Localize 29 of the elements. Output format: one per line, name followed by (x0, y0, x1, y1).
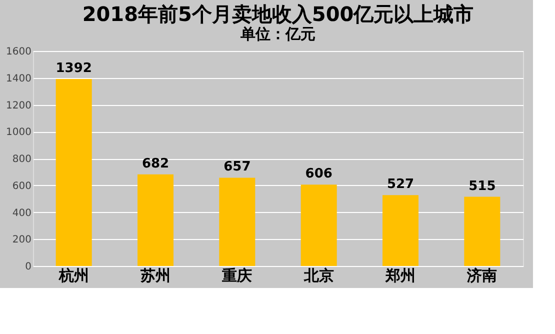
bar (464, 196, 500, 266)
y-tick-label: 1000 (6, 127, 32, 138)
x-tick-label: 郑州 (384, 266, 416, 284)
y-tick-label: 1400 (6, 73, 32, 84)
y-tick-label: 200 (12, 234, 32, 246)
x-tick-label: 杭州 (58, 266, 89, 284)
data-label: 657 (224, 160, 251, 175)
bar (138, 174, 174, 266)
bar (56, 78, 92, 266)
data-label: 515 (468, 178, 496, 194)
y-tick-label: 1600 (6, 46, 32, 58)
y-tick-label: 800 (12, 154, 32, 165)
chart-title: 2018年前5个月卖地收入500亿元以上城市 (82, 2, 474, 26)
y-tick-label: 600 (12, 180, 32, 192)
x-tick-label: 北京 (302, 266, 334, 284)
y-tick-label: 0 (25, 262, 32, 272)
data-label: 606 (305, 166, 332, 182)
data-label: 682 (142, 156, 170, 172)
bar (219, 178, 256, 266)
chart-subtitle: 单位：亿元 (240, 25, 316, 43)
x-tick-label: 苏州 (140, 266, 170, 284)
bar (300, 184, 337, 266)
x-tick-label: 重庆 (221, 266, 252, 284)
y-tick-label: 400 (12, 208, 32, 219)
data-label: 1392 (56, 60, 92, 76)
x-tick-label: 济南 (466, 266, 498, 284)
bar (382, 195, 418, 266)
y-tick-label: 1200 (6, 100, 32, 112)
data-label: 527 (386, 177, 414, 192)
